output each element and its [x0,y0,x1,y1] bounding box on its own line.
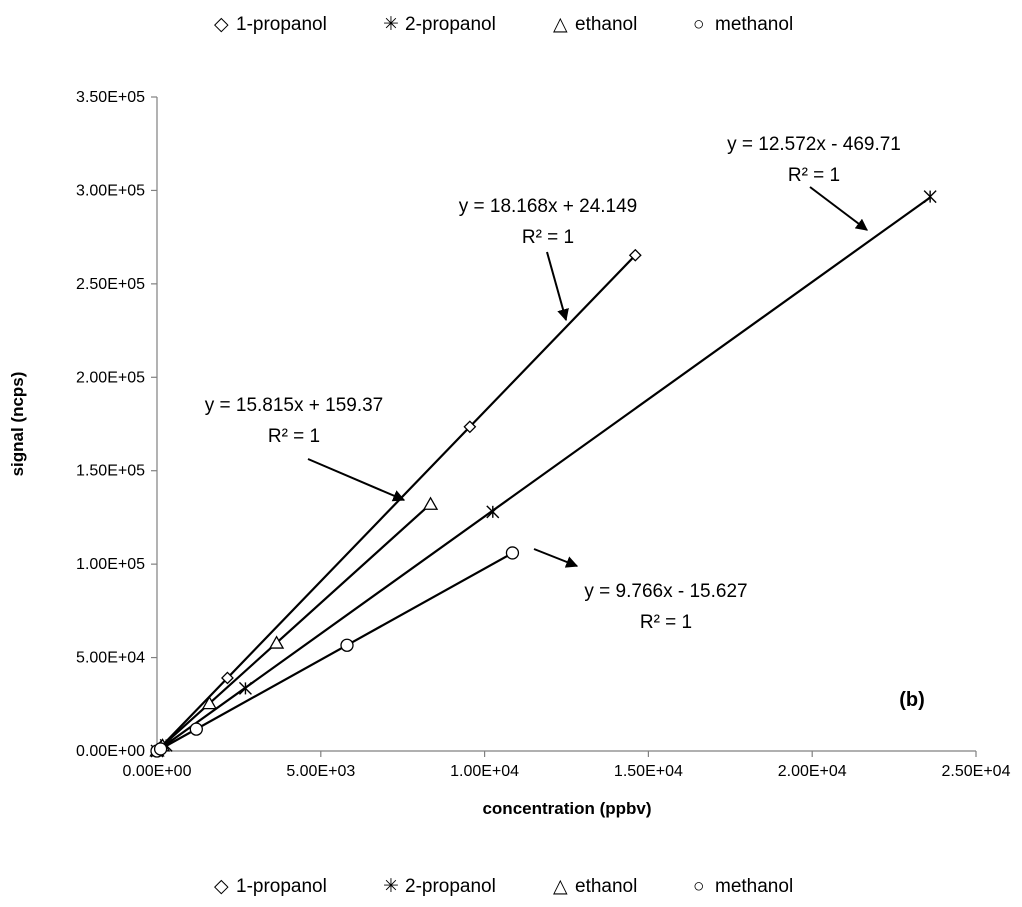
r-squared-methanol: R² = 1 [640,612,692,633]
equation-ethanol: y = 15.815x + 159.37 [205,395,384,416]
marker-2-propanol [486,505,500,519]
trendline-ethanol [156,503,432,752]
y-tick-label: 3.00E+05 [76,182,145,199]
y-tick-label: 0.00E+00 [76,743,145,760]
x-ticks: 0.00E+00 5.00E+03 1.00E+04 1.50E+04 2.00E+04… [123,751,1011,780]
legend-label-ethanol: ethanol [575,14,637,35]
legend-label-methanol: methanol [715,14,793,35]
legend-label-ethanol: ethanol [575,876,637,897]
arrow-methanol [533,548,579,568]
y-tick-label: 1.50E+05 [76,463,145,480]
legend-label-1-propanol: 1-propanol [236,14,327,35]
markers [149,190,937,758]
marker-ethanol [268,635,285,649]
legend-label-2-propanol: 2-propanol [405,876,496,897]
legend-symbol-methanol: ○ [693,876,704,897]
y-tick-label: 1.00E+05 [76,556,145,573]
arrow-2-propanol [809,186,868,231]
r-squared-ethanol: R² = 1 [268,426,320,447]
equation-1-propanol: y = 18.168x + 24.149 [459,196,638,217]
legend-symbol-methanol: ○ [693,14,704,35]
x-axis-title: concentration (ppbv) [482,799,651,818]
y-tick-label: 5.00E+04 [76,650,145,667]
trendline-1-propanol [156,254,637,752]
marker-1-propanol [628,248,642,262]
x-tick-label: 5.00E+03 [286,763,355,780]
y-tick-label: 2.00E+05 [76,369,145,386]
x-tick-label: 0.00E+00 [123,763,192,780]
marker-methanol [340,638,354,652]
marker-2-propanol [238,681,252,695]
marker-1-propanol [221,671,234,685]
legend-label-methanol: methanol [715,876,793,897]
x-tick-label: 1.50E+04 [614,763,683,780]
legend-label-2-propanol: 2-propanol [405,14,496,35]
marker-2-propanol [923,190,937,204]
axes [156,97,976,752]
legend-symbol-ethanol: △ [553,876,568,897]
legend-symbol-2-propanol: ✳ [383,876,399,897]
x-tick-label: 1.00E+04 [450,763,519,780]
r-squared-2-propanol: R² = 1 [788,165,840,186]
trendline-methanol [156,552,513,752]
equation-methanol: y = 9.766x - 15.627 [584,581,747,602]
x-tick-label: 2.50E+04 [942,763,1011,780]
marker-1-propanol [463,420,477,434]
legend-label-1-propanol: 1-propanol [236,876,327,897]
r-squared-1-propanol: R² = 1 [522,227,574,248]
legend-symbol-1-propanol: ◇ [214,14,229,35]
legend-top: ◇ 1-propanol ✳ 2-propanol △ ethanol ○ methanol [214,14,793,35]
legend-symbol-ethanol: △ [553,14,568,35]
y-tick-label: 3.50E+05 [76,89,145,106]
marker-methanol [153,742,168,756]
legend-bottom: ◇ 1-propanol ✳ 2-propanol △ ethanol ○ methanol [214,876,793,897]
marker-ethanol [201,695,218,710]
y-axis-title: signal (ncps) [8,372,27,477]
arrow-ethanol [307,458,406,502]
trendline-2-propanol [156,196,931,752]
marker-methanol [189,722,203,736]
x-tick-label: 2.00E+04 [778,763,847,780]
y-ticks: 0.00E+00 5.00E+04 1.00E+05 1.50E+05 2.00E+05… [76,89,157,760]
annotations: y = 18.168x + 24.149 R² = 1 y = 12.572x - … [205,134,901,633]
marker-methanol [505,546,520,560]
panel-label: (b) [899,689,925,711]
marker-ethanol [422,496,439,510]
equation-2-propanol: y = 12.572x - 469.71 [727,134,901,155]
y-tick-label: 2.50E+05 [76,276,145,293]
trendlines [156,196,931,752]
legend-symbol-1-propanol: ◇ [214,876,229,897]
legend-symbol-2-propanol: ✳ [383,14,399,35]
arrow-1-propanol [546,251,569,322]
